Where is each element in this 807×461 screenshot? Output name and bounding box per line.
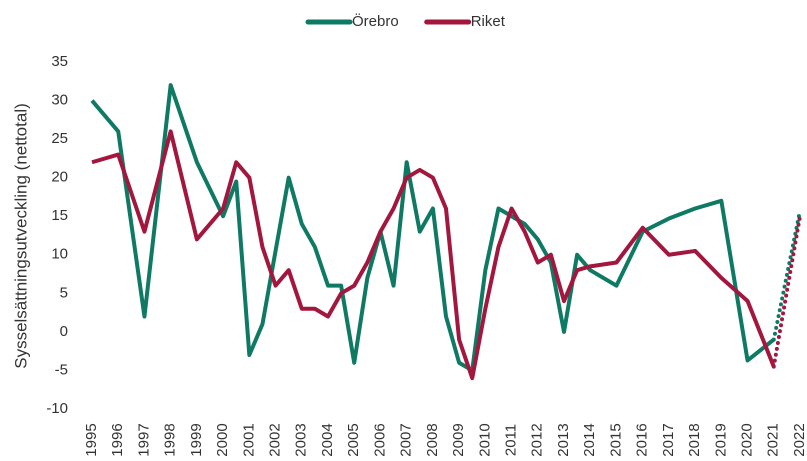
- x-tick-label: 2012: [529, 423, 546, 456]
- y-tick-label: 20: [51, 169, 68, 186]
- x-tick-label: 2010: [476, 423, 493, 456]
- x-tick-label: 2011: [503, 424, 520, 456]
- y-tick-label: -5: [55, 361, 68, 378]
- x-tick-label: 1995: [83, 423, 100, 456]
- x-tick-label: 2014: [581, 423, 598, 456]
- y-tick-label: 10: [51, 246, 68, 263]
- x-tick-label: 2003: [293, 423, 310, 456]
- forecast-line: [771, 208, 802, 342]
- y-tick-label: -10: [46, 400, 68, 417]
- y-axis-label: Sysselsättningsutveckling (nettotal): [11, 103, 30, 369]
- x-tick-label: 2015: [607, 423, 624, 456]
- x-tick-label: 2013: [555, 423, 572, 456]
- x-tick-label: 2000: [214, 423, 231, 456]
- x-tick-label: 2020: [739, 423, 756, 456]
- legend-label: Örebro: [352, 12, 399, 30]
- x-tick-label: 2017: [660, 423, 677, 456]
- forecast-line: [771, 214, 802, 369]
- y-tick-label: 35: [51, 53, 68, 70]
- y-tick-label: 5: [60, 284, 68, 301]
- x-tick-label: 2007: [398, 423, 415, 456]
- series-line: [90, 83, 776, 373]
- series-line: [91, 129, 776, 381]
- legend-label: Riket: [471, 13, 506, 30]
- x-tick-label: 2002: [267, 423, 284, 456]
- x-tick-label: 2022: [791, 423, 807, 456]
- x-tick-label: 1997: [135, 423, 152, 456]
- y-tick-label: 30: [51, 92, 68, 109]
- x-tick-label: 1996: [109, 423, 126, 456]
- x-tick-label: 2019: [712, 423, 729, 456]
- y-tick-label: 25: [51, 130, 68, 147]
- x-tick-label: 1999: [188, 423, 205, 456]
- x-tick-label: 2018: [686, 423, 703, 456]
- y-tick-label: 0: [60, 323, 68, 340]
- x-tick-label: 2005: [345, 423, 362, 456]
- x-tick-label: 1998: [162, 423, 179, 456]
- x-tick-label: 2021: [765, 423, 782, 456]
- x-tick-label: 2001: [240, 423, 257, 456]
- x-tick-label: 2004: [319, 423, 336, 456]
- y-tick-label: 15: [51, 207, 68, 224]
- x-tick-label: 2016: [634, 423, 651, 456]
- x-tick-label: 2009: [450, 423, 467, 456]
- x-tick-label: 2006: [371, 423, 388, 456]
- x-tick-label: 2008: [424, 423, 441, 456]
